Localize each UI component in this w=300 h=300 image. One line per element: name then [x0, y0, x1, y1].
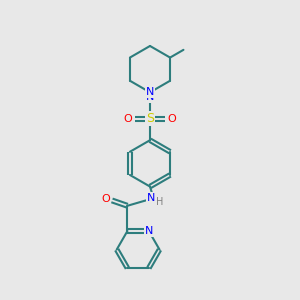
Text: S: S [146, 112, 154, 125]
Text: O: O [124, 114, 132, 124]
Text: N: N [147, 193, 155, 203]
Text: O: O [101, 194, 110, 204]
Text: N: N [146, 87, 154, 97]
Text: N: N [145, 226, 153, 236]
Text: O: O [168, 114, 176, 124]
Text: N: N [146, 92, 154, 102]
Text: H: H [156, 197, 164, 207]
